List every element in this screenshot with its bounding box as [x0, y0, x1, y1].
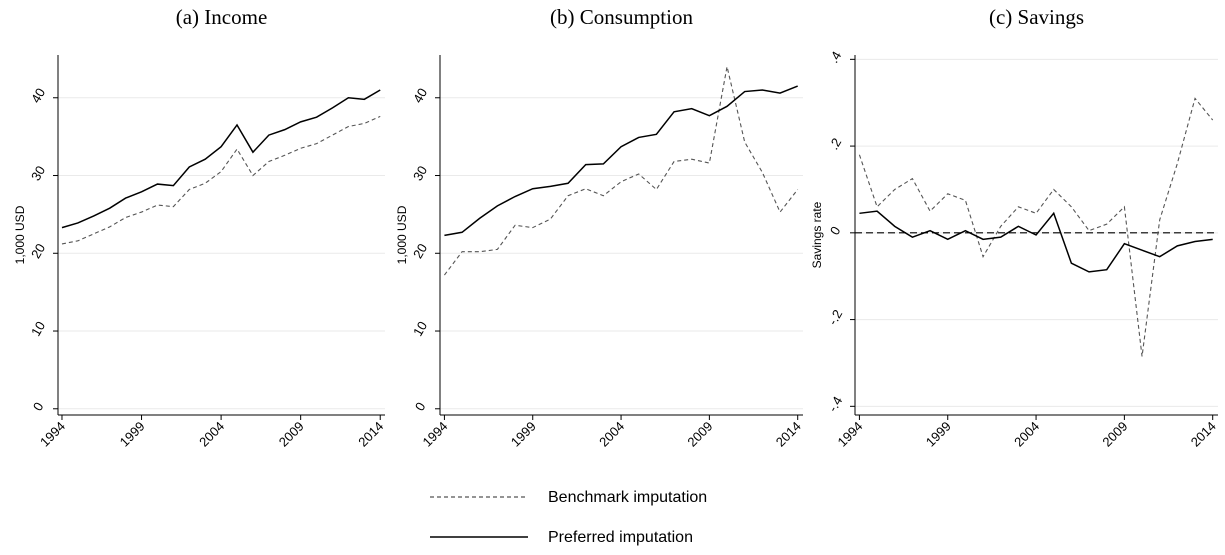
y-tick-label: 30 — [410, 163, 430, 183]
series-line — [858, 97, 1214, 357]
y-tick-label: .2 — [826, 135, 844, 152]
series-line — [61, 115, 381, 245]
y-axis-title: Savings rate — [810, 201, 824, 268]
legend-label: Benchmark imputation — [548, 489, 707, 506]
x-tick-label: 2014 — [773, 419, 804, 450]
series-line — [443, 66, 799, 276]
y-tick-label: 40 — [28, 85, 48, 105]
y-tick-label: 10 — [28, 319, 48, 339]
series-line — [444, 85, 798, 237]
x-tick-label: 2004 — [1011, 419, 1042, 450]
x-tick-label: 2004 — [596, 419, 627, 450]
x-tick-label: 1999 — [923, 419, 954, 450]
y-tick-label: -.4 — [825, 394, 846, 415]
x-tick-label: 1994 — [37, 419, 68, 450]
x-tick-label: 1994 — [419, 419, 450, 450]
y-axis-title: 1,000 USD — [395, 205, 409, 264]
x-tick-label: 2009 — [276, 419, 307, 450]
x-tick-label: 2014 — [355, 419, 386, 450]
x-tick-label: 1994 — [834, 419, 865, 450]
panel-title: (a) Income — [176, 5, 268, 29]
y-tick-label: 40 — [410, 85, 430, 105]
series-line — [61, 89, 381, 229]
legend-label: Preferred imputation — [548, 529, 693, 546]
x-tick-label: 2009 — [684, 419, 715, 450]
x-tick-label: 1999 — [508, 419, 539, 450]
panel-title: (b) Consumption — [550, 5, 693, 29]
x-tick-label: 2009 — [1099, 419, 1130, 450]
y-axis-title: 1,000 USD — [13, 205, 27, 264]
series-line — [859, 210, 1213, 273]
y-tick-label: 0 — [827, 224, 844, 238]
y-tick-label: -.2 — [825, 307, 846, 328]
y-tick-label: .4 — [826, 49, 844, 66]
y-tick-label: 30 — [28, 163, 48, 183]
y-tick-label: 20 — [410, 241, 430, 261]
panel-title: (c) Savings — [989, 5, 1084, 29]
y-tick-label: 0 — [412, 400, 429, 414]
x-tick-label: 2014 — [1188, 419, 1219, 450]
y-tick-label: 20 — [28, 241, 48, 261]
x-tick-label: 1999 — [117, 419, 148, 450]
x-tick-label: 2004 — [196, 419, 227, 450]
y-tick-label: 10 — [410, 319, 430, 339]
y-tick-label: 0 — [30, 400, 47, 414]
